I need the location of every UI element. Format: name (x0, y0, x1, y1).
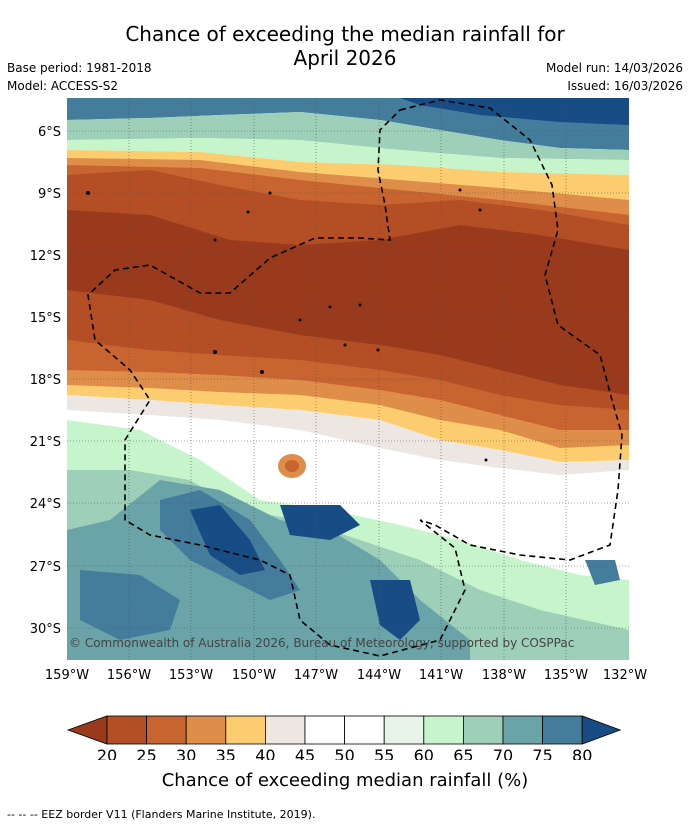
colorbar-swatch (423, 715, 464, 745)
colorbar-ticks: 20 25 30 35 40 45 50 55 60 65 70 75 80 (97, 746, 593, 760)
colorbar-swatch (304, 715, 345, 745)
colorbar-tick-label: 40 (255, 746, 275, 760)
colorbar-swatch (185, 715, 227, 745)
colorbar-swatch (502, 715, 543, 745)
lon-label: 156°W (107, 668, 151, 683)
islands (86, 188, 488, 462)
colorbar-tick-label: 35 (216, 746, 236, 760)
lon-label: 138°W (482, 668, 526, 683)
lon-label: 159°W (45, 668, 89, 683)
colorbar-tick-label: 45 (295, 746, 315, 760)
rainfall-map: © Commonwealth of Australia 2026, Bureau… (30, 98, 647, 760)
model-label: Model: ACCESS-S2 (7, 79, 119, 93)
base-period-label: Base period: 1981-2018 (7, 61, 152, 75)
colorbar-tick-label: 65 (453, 746, 473, 760)
lon-label: 135°W (544, 668, 588, 683)
colorbar-extend-low (66, 715, 108, 745)
lon-label: 141°W (419, 668, 463, 683)
lon-label: 147°W (294, 668, 338, 683)
lat-label: 15°S (30, 311, 61, 326)
right-metadata: Model run: 14/03/2026 Issued: 16/03/2026 (546, 59, 683, 95)
shade-20 (67, 210, 629, 395)
shade-80 (400, 98, 629, 125)
shade-40 (67, 395, 629, 475)
colorbar-swatch (264, 715, 306, 745)
colorbar-swatch (146, 715, 187, 745)
colorbar-tick-label: 50 (334, 746, 354, 760)
colorbar-tick-label: 75 (532, 746, 552, 760)
colorbar-swatch (462, 715, 504, 745)
colorbar-tick-label: 80 (572, 746, 592, 760)
map-area: © Commonwealth of Australia 2026, Bureau… (67, 98, 629, 660)
lat-label: 6°S (38, 125, 61, 140)
longitude-labels: 159°W 156°W 153°W 150°W 147°W 144°W 141°… (45, 668, 647, 683)
eez-footnote: -- -- -- EEZ border V11 (Flanders Marine… (7, 808, 316, 821)
colorbar-tick-label: 55 (374, 746, 394, 760)
colorbar-tick-label: 70 (493, 746, 513, 760)
shade-65 (67, 112, 629, 160)
colorbar-swatch (344, 715, 385, 745)
colorbar-tick-label: 30 (176, 746, 196, 760)
lat-label: 27°S (30, 560, 61, 575)
gridlines (67, 98, 629, 660)
issued-label: Issued: 16/03/2026 (567, 79, 683, 93)
shade-60 (67, 138, 629, 175)
lat-label: 30°S (30, 622, 61, 637)
eez-border (87, 99, 623, 657)
lon-label: 144°W (357, 668, 401, 683)
copyright-notice: © Commonwealth of Australia 2026, Bureau… (69, 636, 574, 650)
lat-label: 24°S (30, 497, 61, 512)
model-run-label: Model run: 14/03/2026 (545, 61, 683, 75)
colorbar-swatch (542, 715, 583, 745)
left-metadata: Base period: 1981-2018 Model: ACCESS-S2 (7, 59, 152, 95)
colorbar-tick-label: 60 (414, 746, 434, 760)
colorbar-extend-high (581, 715, 622, 745)
colorbar (66, 715, 622, 745)
lat-label: 12°S (30, 249, 61, 264)
lat-label: 18°S (30, 373, 61, 388)
shade-80-south (280, 505, 360, 540)
latitude-labels: 6°S 9°S 12°S 15°S 18°S 21°S 24°S 27°S 30… (30, 125, 61, 637)
title-line-2: April 2026 (293, 46, 397, 70)
lat-label: 21°S (30, 435, 61, 450)
colorbar-tick-label: 25 (136, 746, 156, 760)
title-line-1: Chance of exceeding the median rainfall … (125, 22, 565, 46)
colorbar-swatch (383, 715, 425, 745)
colorbar-swatch (225, 715, 266, 745)
map-title: Chance of exceeding the median rainfall … (0, 22, 690, 70)
lon-label: 132°W (603, 668, 647, 683)
colorbar-tick-label: 20 (97, 746, 117, 760)
lon-label: 150°W (232, 668, 276, 683)
lat-label: 9°S (38, 187, 61, 202)
colorbar-label: Chance of exceeding median rainfall (%) (161, 770, 529, 791)
lon-label: 153°W (169, 668, 213, 683)
colorbar-swatch (106, 715, 147, 745)
